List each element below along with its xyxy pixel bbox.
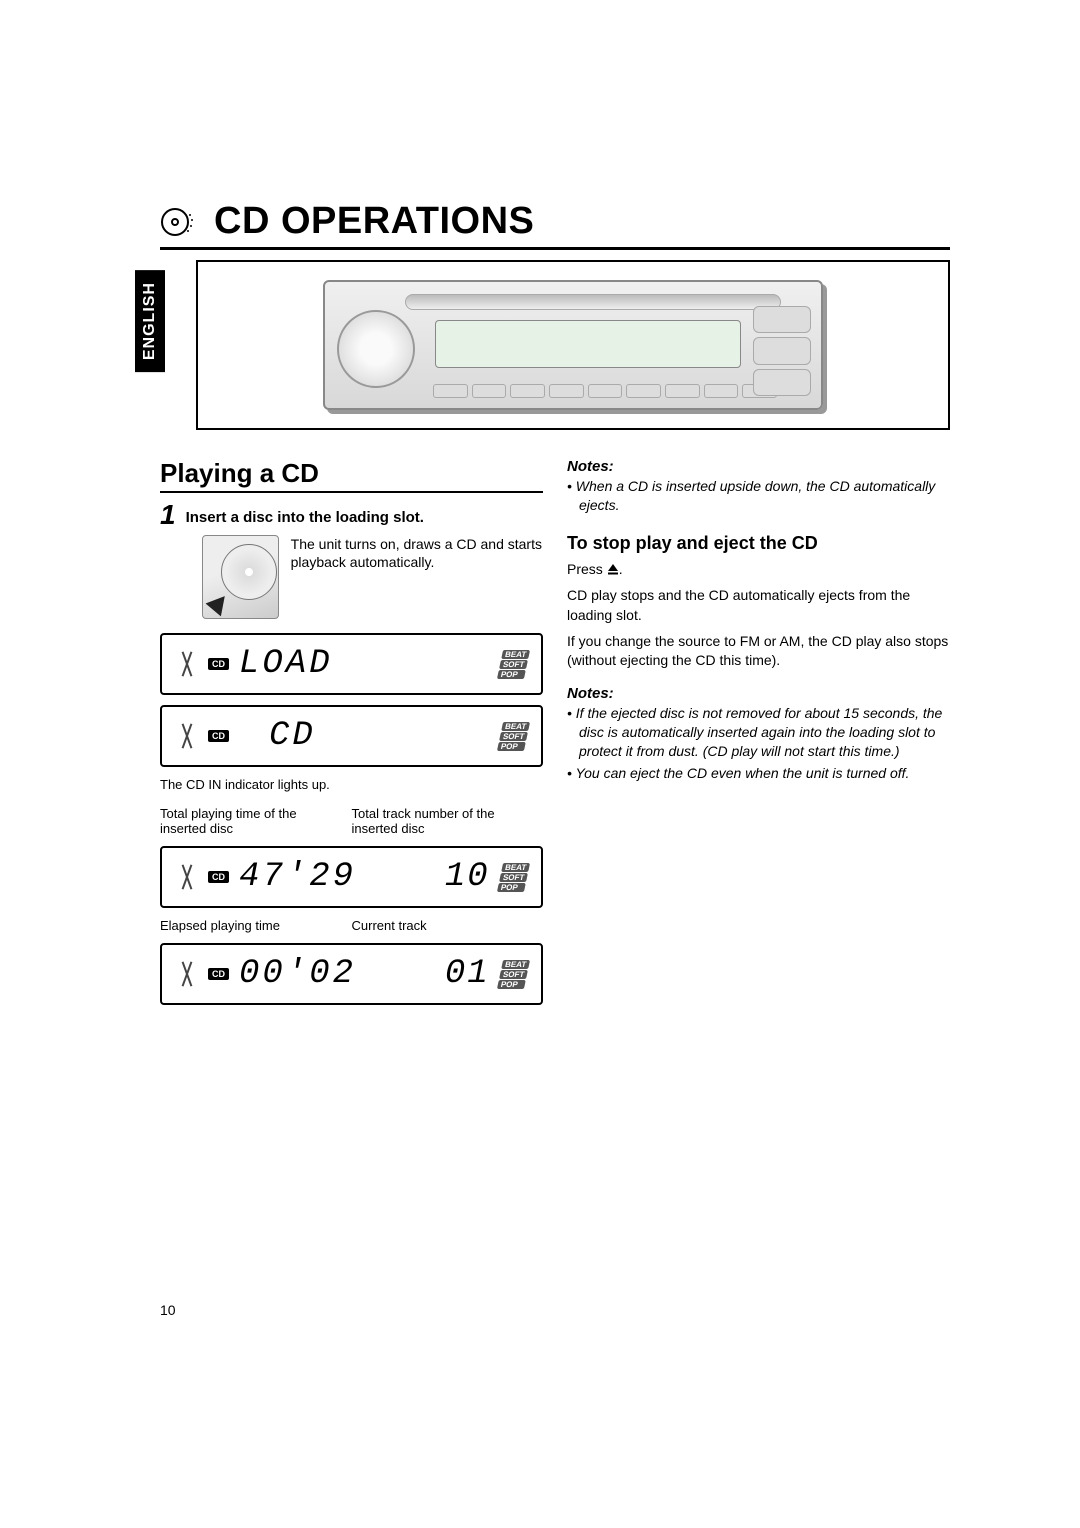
badge-beat: BEAT bbox=[501, 863, 530, 872]
cd-indicator: CD bbox=[208, 968, 229, 980]
device-disc-slot bbox=[405, 294, 781, 310]
page-number: 10 bbox=[160, 1302, 176, 1318]
press-line: Press . bbox=[567, 560, 950, 581]
badge-beat: BEAT bbox=[501, 722, 530, 731]
badge-soft: SOFT bbox=[499, 970, 528, 979]
lcd-load: CD LOAD BEAT SOFT POP bbox=[160, 633, 543, 695]
language-tab: ENGLISH bbox=[135, 270, 165, 372]
step-1: 1 Insert a disc into the loading slot. bbox=[160, 501, 543, 529]
label-elapsed: Elapsed playing time bbox=[160, 918, 352, 933]
antenna-icon bbox=[176, 959, 198, 989]
note-item: • You can eject the CD even when the uni… bbox=[567, 764, 950, 783]
badge-soft: SOFT bbox=[499, 660, 528, 669]
note-item: • When a CD is inserted upside down, the… bbox=[567, 477, 950, 515]
lcd-total: CD 47'29 10 BEAT SOFT POP bbox=[160, 846, 543, 908]
antenna-icon bbox=[176, 862, 198, 892]
cd-indicator: CD bbox=[208, 730, 229, 742]
eq-badges: BEAT SOFT POP bbox=[497, 960, 531, 989]
lcd-total-tracks: 10 bbox=[445, 858, 490, 896]
lcd-text-cd: CD bbox=[239, 717, 490, 755]
badge-soft: SOFT bbox=[499, 873, 528, 882]
page-header: CD OPERATIONS bbox=[160, 200, 950, 250]
lcd-elapsed: 00'02 bbox=[239, 955, 435, 993]
stop-body-1: CD play stops and the CD automatically e… bbox=[567, 586, 950, 625]
insert-disc-illustration bbox=[202, 535, 279, 619]
device-knob bbox=[337, 310, 415, 388]
antenna-icon bbox=[176, 721, 198, 751]
label-current-track: Current track bbox=[352, 918, 544, 933]
step-number: 1 bbox=[160, 501, 176, 529]
badge-pop: POP bbox=[497, 980, 526, 989]
badge-pop: POP bbox=[497, 670, 526, 679]
badge-soft: SOFT bbox=[499, 732, 528, 741]
device-band-buttons bbox=[753, 306, 811, 396]
device-lcd bbox=[435, 320, 741, 368]
label-total-tracks: Total track number of the inserted disc bbox=[352, 806, 544, 836]
lcd-total-time: 47'29 bbox=[239, 858, 435, 896]
eq-badges: BEAT SOFT POP bbox=[497, 650, 531, 679]
lcd-current-track: 01 bbox=[445, 955, 490, 993]
labels-current: Elapsed playing time Current track bbox=[160, 918, 543, 933]
left-column: Playing a CD 1 Insert a disc into the lo… bbox=[160, 458, 543, 1015]
notes-heading: Notes: bbox=[567, 685, 950, 702]
lcd-cd: CD CD BEAT SOFT POP bbox=[160, 705, 543, 767]
stop-body-2: If you change the source to FM or AM, th… bbox=[567, 632, 950, 671]
step-title: Insert a disc into the loading slot. bbox=[186, 501, 424, 526]
label-total-time: Total playing time of the inserted disc bbox=[160, 806, 352, 836]
lcd-text-load: LOAD bbox=[239, 645, 490, 683]
caption-cd-in: The CD IN indicator lights up. bbox=[160, 777, 543, 792]
eq-badges: BEAT SOFT POP bbox=[497, 722, 531, 751]
eject-icon bbox=[607, 561, 619, 581]
cd-indicator: CD bbox=[208, 658, 229, 670]
badge-pop: POP bbox=[497, 883, 526, 892]
stop-section-title: To stop play and eject the CD bbox=[567, 533, 950, 554]
antenna-icon bbox=[176, 649, 198, 679]
labels-total: Total playing time of the inserted disc … bbox=[160, 806, 543, 836]
badge-beat: BEAT bbox=[501, 960, 530, 969]
cd-icon bbox=[160, 204, 196, 240]
device-illustration-frame bbox=[196, 260, 950, 430]
section-title: Playing a CD bbox=[160, 458, 543, 493]
step-description: The unit turns on, draws a CD and starts… bbox=[291, 535, 543, 619]
device-illustration bbox=[323, 280, 823, 410]
badge-pop: POP bbox=[497, 742, 526, 751]
device-preset-buttons bbox=[433, 384, 777, 398]
notes-heading: Notes: bbox=[567, 458, 950, 475]
eq-badges: BEAT SOFT POP bbox=[497, 863, 531, 892]
page-title: CD OPERATIONS bbox=[214, 200, 534, 243]
insert-arrow-icon bbox=[206, 590, 233, 617]
badge-beat: BEAT bbox=[501, 650, 530, 659]
note-item: • If the ejected disc is not removed for… bbox=[567, 704, 950, 761]
lcd-current: CD 00'02 01 BEAT SOFT POP bbox=[160, 943, 543, 1005]
cd-indicator: CD bbox=[208, 871, 229, 883]
press-label: Press bbox=[567, 561, 607, 577]
right-column: Notes: • When a CD is inserted upside do… bbox=[567, 458, 950, 1015]
